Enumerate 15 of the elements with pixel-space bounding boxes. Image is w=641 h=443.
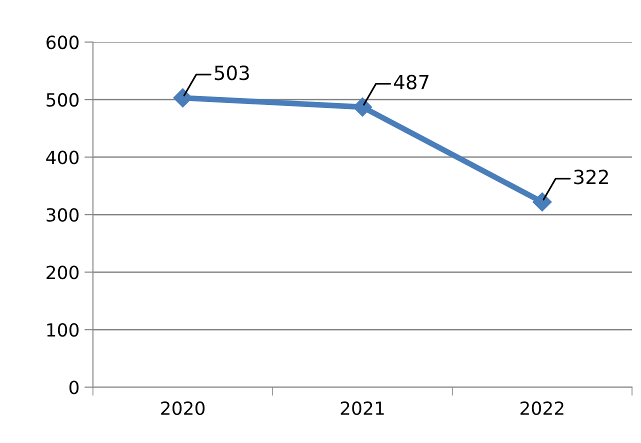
point	[173, 88, 192, 108]
y-tick-label: 500	[46, 93, 79, 107]
y-tick-label: 0	[69, 380, 79, 394]
data-label: 322	[574, 170, 608, 184]
y-tick-label: 600	[46, 36, 79, 50]
x-tick-label: 2020	[161, 401, 205, 416]
data-label: 487	[394, 74, 428, 90]
x-tick-label: 2021	[340, 401, 384, 416]
y-tick-label: 400	[46, 150, 79, 164]
y-tick-label: 100	[47, 323, 79, 337]
y-tick-label: 300	[46, 208, 79, 222]
x-tick-label: 2022	[520, 401, 564, 416]
data-label: 503	[214, 66, 249, 80]
y-tick-label: 200	[46, 266, 79, 280]
point	[532, 192, 552, 212]
